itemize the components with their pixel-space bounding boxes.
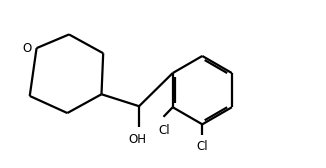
Text: Cl: Cl	[158, 124, 170, 137]
Text: OH: OH	[128, 133, 146, 146]
Text: Cl: Cl	[197, 140, 208, 153]
Text: O: O	[22, 42, 32, 55]
